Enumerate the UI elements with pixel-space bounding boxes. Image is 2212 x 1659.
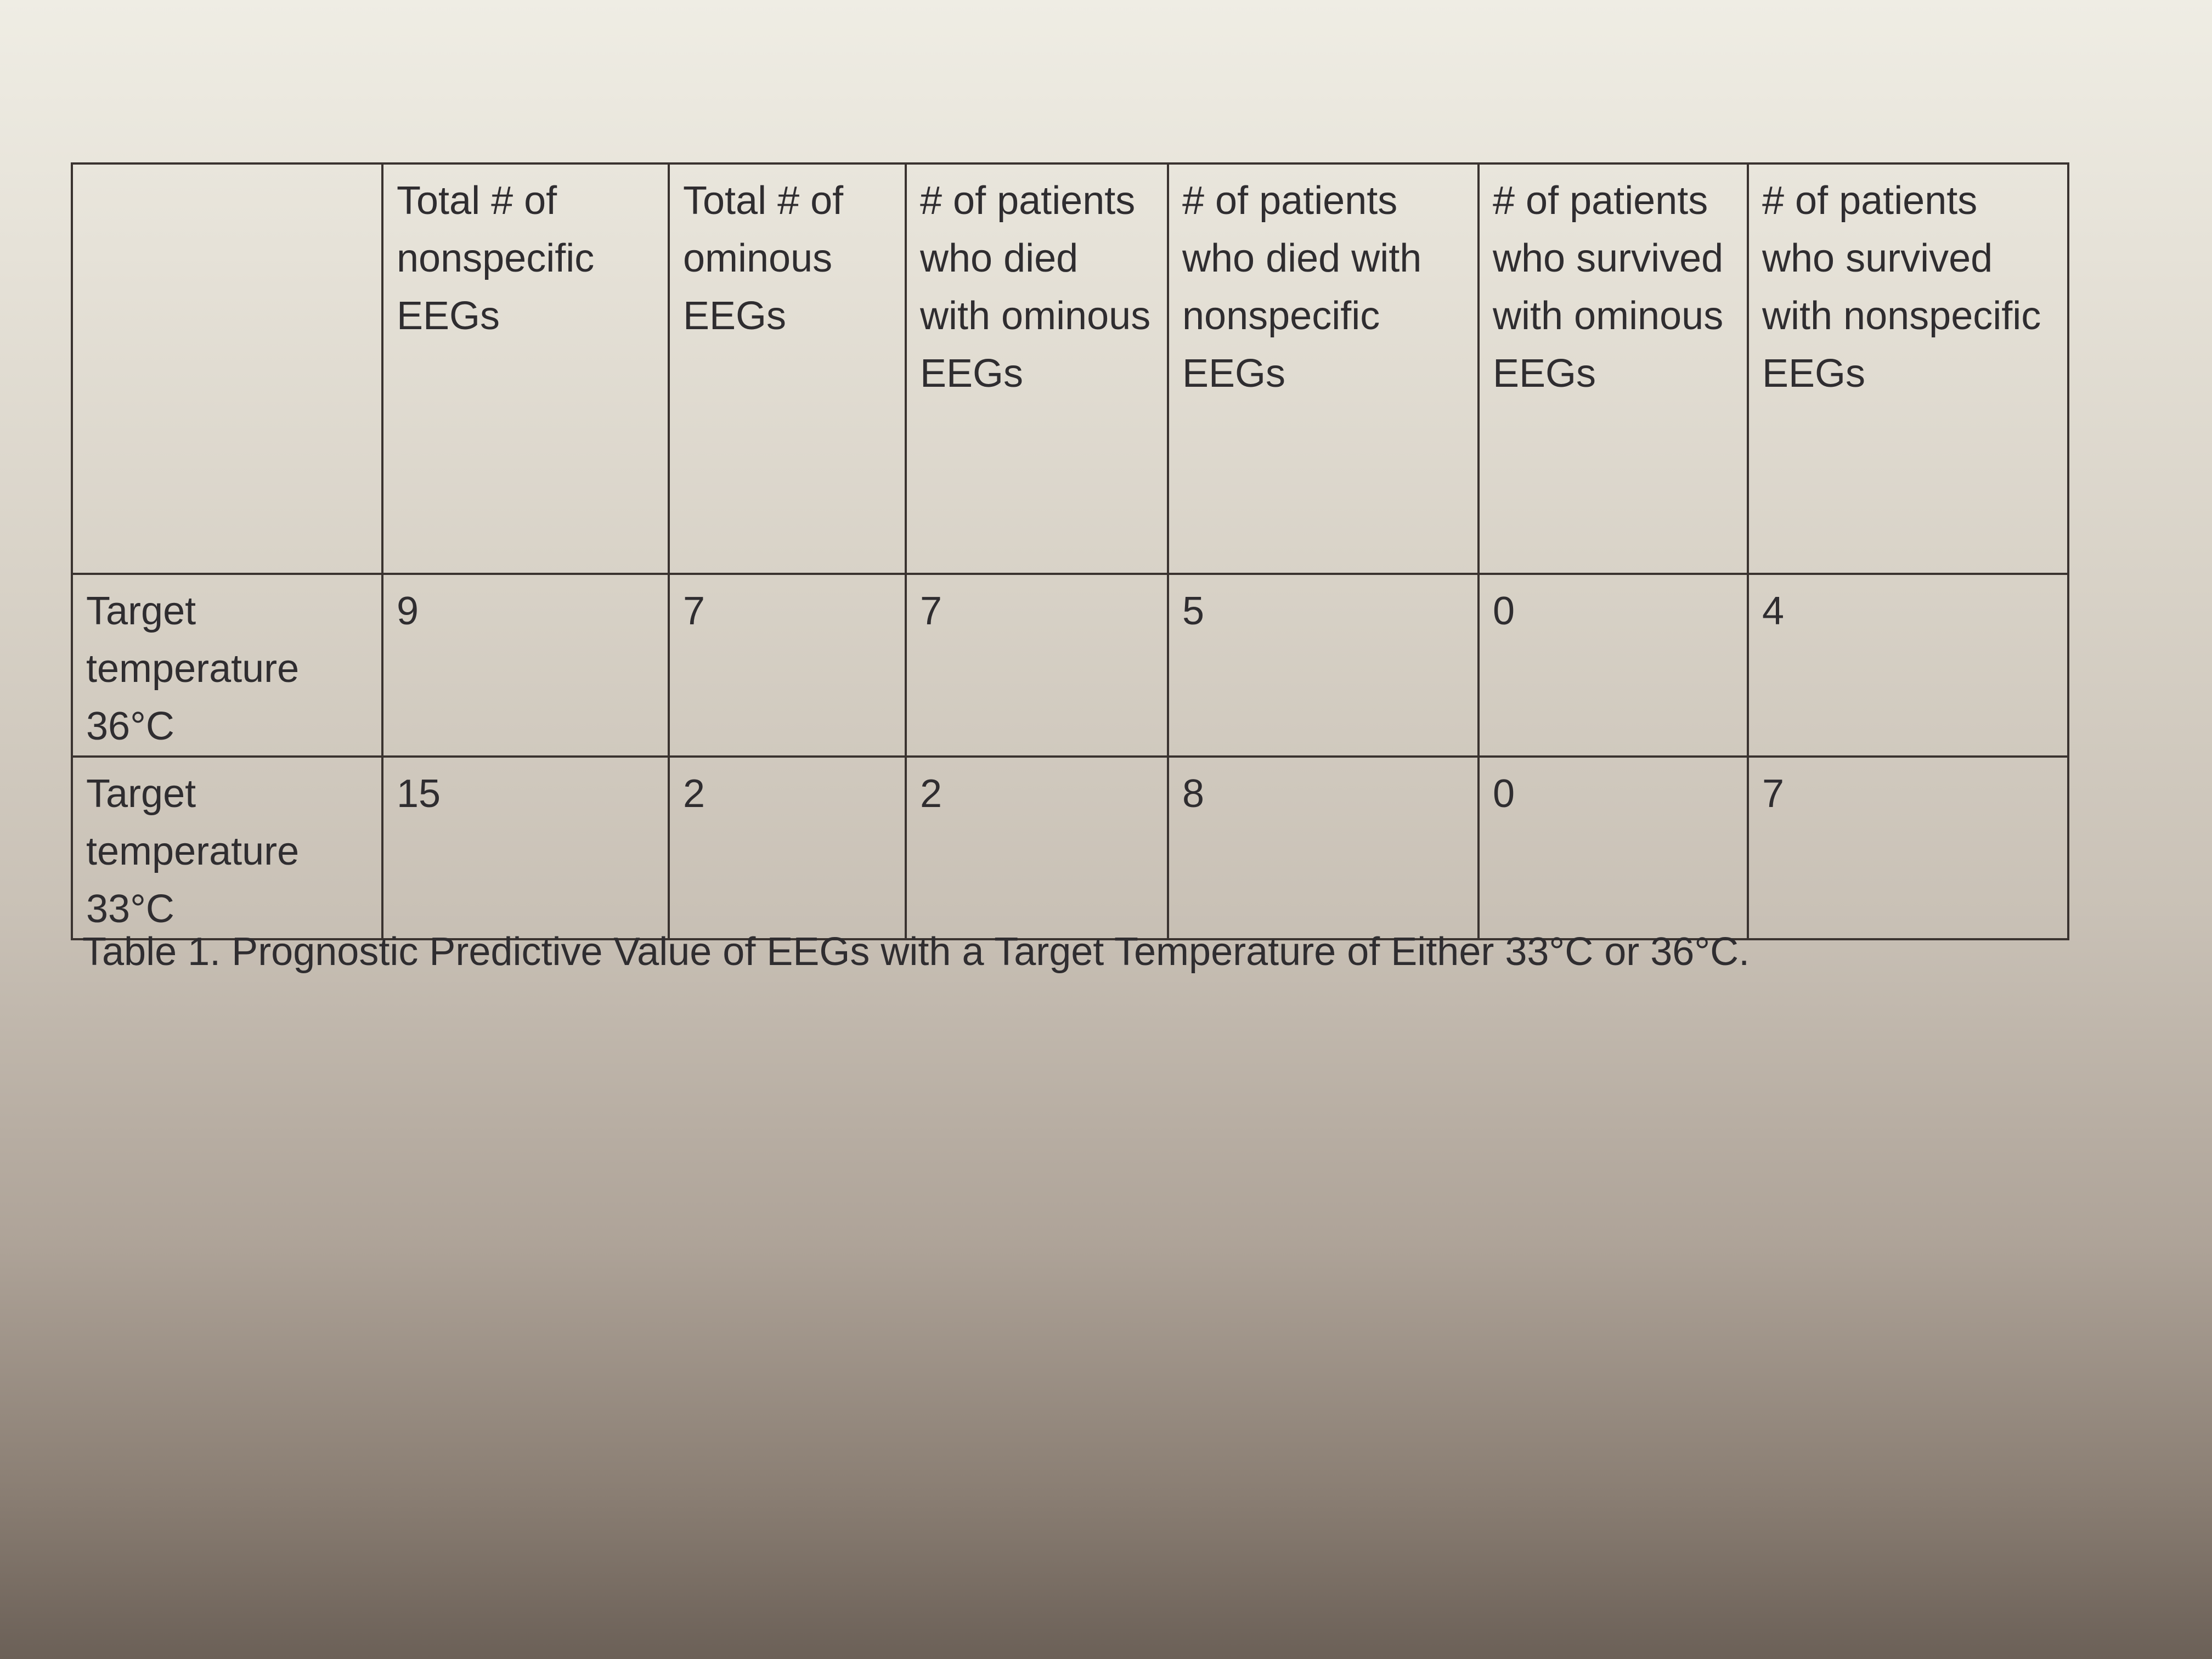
table-cell: 0 (1477, 755, 1749, 940)
header-cell (71, 162, 383, 575)
header-cell: # of patients who survived with nonspeci… (1747, 162, 2069, 575)
header-cell: # of patients who survived with ominous … (1477, 162, 1749, 575)
table-cell: 7 (668, 573, 907, 758)
row-label: Target temperature 33°C (71, 755, 383, 940)
table-caption: Table 1. Prognostic Predictive Value of … (82, 930, 1750, 974)
header-cell: Total # of ominous EEGs (668, 162, 907, 575)
table-cell: 4 (1747, 573, 2069, 758)
row-label: Target temperature 36°C (71, 573, 383, 758)
table-cell: 5 (1167, 573, 1480, 758)
header-row: Total # of nonspecific EEGs Total # of o… (71, 162, 2069, 575)
header-cell: # of patients who died with nonspecific … (1167, 162, 1480, 575)
table-cell: 2 (905, 755, 1169, 940)
table-cell: 7 (905, 573, 1169, 758)
table-cell: 15 (381, 755, 670, 940)
table-cell: 7 (1747, 755, 2069, 940)
table-cell: 9 (381, 573, 670, 758)
header-cell: Total # of nonspecific EEGs (381, 162, 670, 575)
table-row: Target temperature 33°C 15 2 2 8 0 7 (71, 755, 2069, 940)
table-row: Target temperature 36°C 9 7 7 5 0 4 (71, 573, 2069, 758)
printed-table-container: Total # of nonspecific EEGs Total # of o… (71, 162, 2069, 940)
eeg-table: Total # of nonspecific EEGs Total # of o… (71, 162, 2069, 940)
table-cell: 0 (1477, 573, 1749, 758)
header-cell: # of patients who died with ominous EEGs (905, 162, 1169, 575)
table-cell: 2 (668, 755, 907, 940)
table-cell: 8 (1167, 755, 1480, 940)
